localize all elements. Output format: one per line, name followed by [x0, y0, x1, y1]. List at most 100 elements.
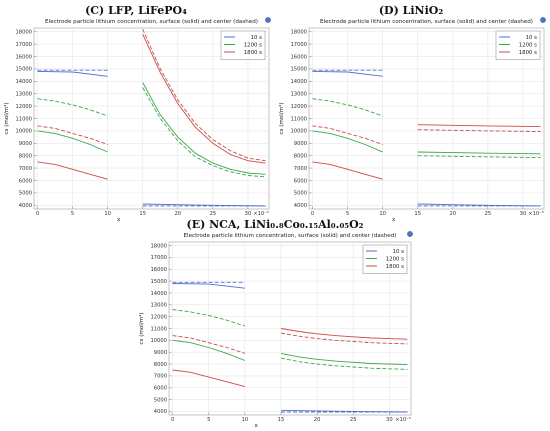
x-tick-label: 5: [207, 417, 210, 423]
x-axis-multiplier: ×10⁻⁵: [528, 211, 544, 217]
x-tick-label: 25: [485, 211, 492, 217]
x-tick-label: 30: [520, 211, 527, 217]
chart-c: Electrode particle lithium concentration…: [3, 17, 271, 223]
y-tick-label: 11000: [150, 326, 167, 332]
y-tick-label: 15000: [290, 67, 307, 73]
series-line: [312, 70, 383, 77]
series-line: [172, 339, 246, 361]
y-tick-label: 18000: [290, 30, 307, 36]
y-tick-label: 11000: [290, 116, 307, 122]
y-tick-label: 4000: [294, 203, 307, 209]
y-tick-label: 11000: [15, 116, 32, 122]
x-tick-label: 15: [278, 417, 285, 423]
y-tick-label: 14000: [290, 79, 307, 85]
chart-title: Electrode particle lithium concentration…: [184, 233, 397, 239]
series-line: [37, 98, 108, 117]
y-tick-label: 5000: [19, 191, 32, 197]
legend-label: 1200 s: [386, 256, 404, 262]
legend-box: [362, 244, 408, 274]
series-line: [172, 309, 246, 327]
y-tick-label: 14000: [150, 291, 167, 297]
series-line: [312, 130, 383, 153]
y-tick-label: 18000: [150, 243, 167, 249]
x-tick-label: 30: [245, 211, 252, 217]
y-tick-label: 10000: [15, 129, 32, 135]
y-tick-label: 18000: [15, 30, 32, 36]
legend-label: 1800 s: [386, 264, 404, 270]
y-tick-label: 16000: [290, 54, 307, 60]
x-tick-label: 25: [350, 417, 357, 423]
x-tick-label: 25: [210, 211, 217, 217]
series-line: [280, 328, 408, 340]
x-tick-label: 10: [242, 417, 249, 423]
x-axis-label: x: [254, 423, 258, 429]
series-line: [417, 151, 541, 155]
y-tick-label: 12000: [15, 104, 32, 110]
y-tick-label: 7000: [154, 374, 167, 380]
series-line: [312, 161, 383, 180]
x-tick-label: 15: [139, 211, 146, 217]
series-line: [142, 29, 266, 162]
y-tick-label: 10000: [290, 129, 307, 135]
x-tick-label: 0: [171, 417, 174, 423]
series-line: [37, 161, 108, 180]
x-axis-label: x: [117, 217, 121, 223]
y-tick-label: 14000: [15, 79, 32, 85]
series-line: [280, 332, 408, 345]
legend-label: 1800 s: [519, 50, 537, 56]
y-tick-label: 8000: [154, 362, 167, 368]
y-tick-label: 4000: [19, 203, 32, 209]
y-tick-label: 7000: [294, 166, 307, 172]
x-tick-label: 15: [414, 211, 421, 217]
x-axis-multiplier: ×10⁻⁵: [395, 417, 411, 423]
y-tick-label: 9000: [294, 141, 307, 147]
y-tick-label: 7000: [19, 166, 32, 172]
y-tick-label: 12000: [290, 104, 307, 110]
y-tick-label: 17000: [150, 255, 167, 261]
legend-box: [220, 30, 266, 60]
y-tick-label: 6000: [154, 386, 167, 392]
y-tick-label: 13000: [290, 92, 307, 98]
x-tick-label: 10: [104, 211, 111, 217]
legend-label: 10 s: [526, 35, 538, 41]
x-tick-label: 20: [314, 417, 321, 423]
x-tick-label: 10: [379, 211, 386, 217]
legend-label: 1200 s: [519, 42, 537, 48]
series-line: [37, 125, 108, 145]
y-tick-label: 5000: [294, 191, 307, 197]
x-axis-label: x: [392, 217, 396, 223]
series-line: [37, 70, 108, 77]
x-tick-label: 5: [346, 211, 349, 217]
y-tick-label: 13000: [15, 92, 32, 98]
series-line: [142, 87, 266, 178]
series-line: [172, 335, 246, 354]
y-tick-label: 12000: [150, 314, 167, 320]
panel-d-caption: (D) LiNiO₂: [378, 4, 444, 17]
y-tick-label: 9000: [154, 350, 167, 356]
series-line: [417, 155, 541, 159]
series-line: [312, 98, 383, 117]
series-line: [280, 357, 408, 370]
series-line: [417, 124, 541, 128]
chart-d: Electrode particle lithium concentration…: [278, 17, 546, 223]
chart-title: Electrode particle lithium concentration…: [45, 19, 258, 25]
y-axis-label: cs (mol/m³): [138, 312, 145, 344]
y-tick-label: 17000: [15, 42, 32, 48]
chart-e: Electrode particle lithium concentration…: [138, 231, 413, 429]
y-tick-label: 5000: [154, 397, 167, 403]
series-line: [37, 130, 108, 153]
app-corner-icon: [407, 231, 413, 237]
y-tick-label: 16000: [15, 54, 32, 60]
y-tick-label: 15000: [150, 279, 167, 285]
y-tick-label: 6000: [294, 178, 307, 184]
x-axis-multiplier: ×10⁻⁵: [253, 211, 269, 217]
chart-title: Electrode particle lithium concentration…: [320, 19, 533, 25]
legend-label: 10 s: [393, 249, 405, 255]
x-tick-label: 20: [175, 211, 182, 217]
x-tick-label: 5: [71, 211, 74, 217]
x-tick-label: 20: [450, 211, 457, 217]
x-tick-label: 0: [36, 211, 39, 217]
app-corner-icon: [265, 17, 271, 23]
legend-label: 1200 s: [244, 42, 262, 48]
y-tick-label: 17000: [290, 42, 307, 48]
